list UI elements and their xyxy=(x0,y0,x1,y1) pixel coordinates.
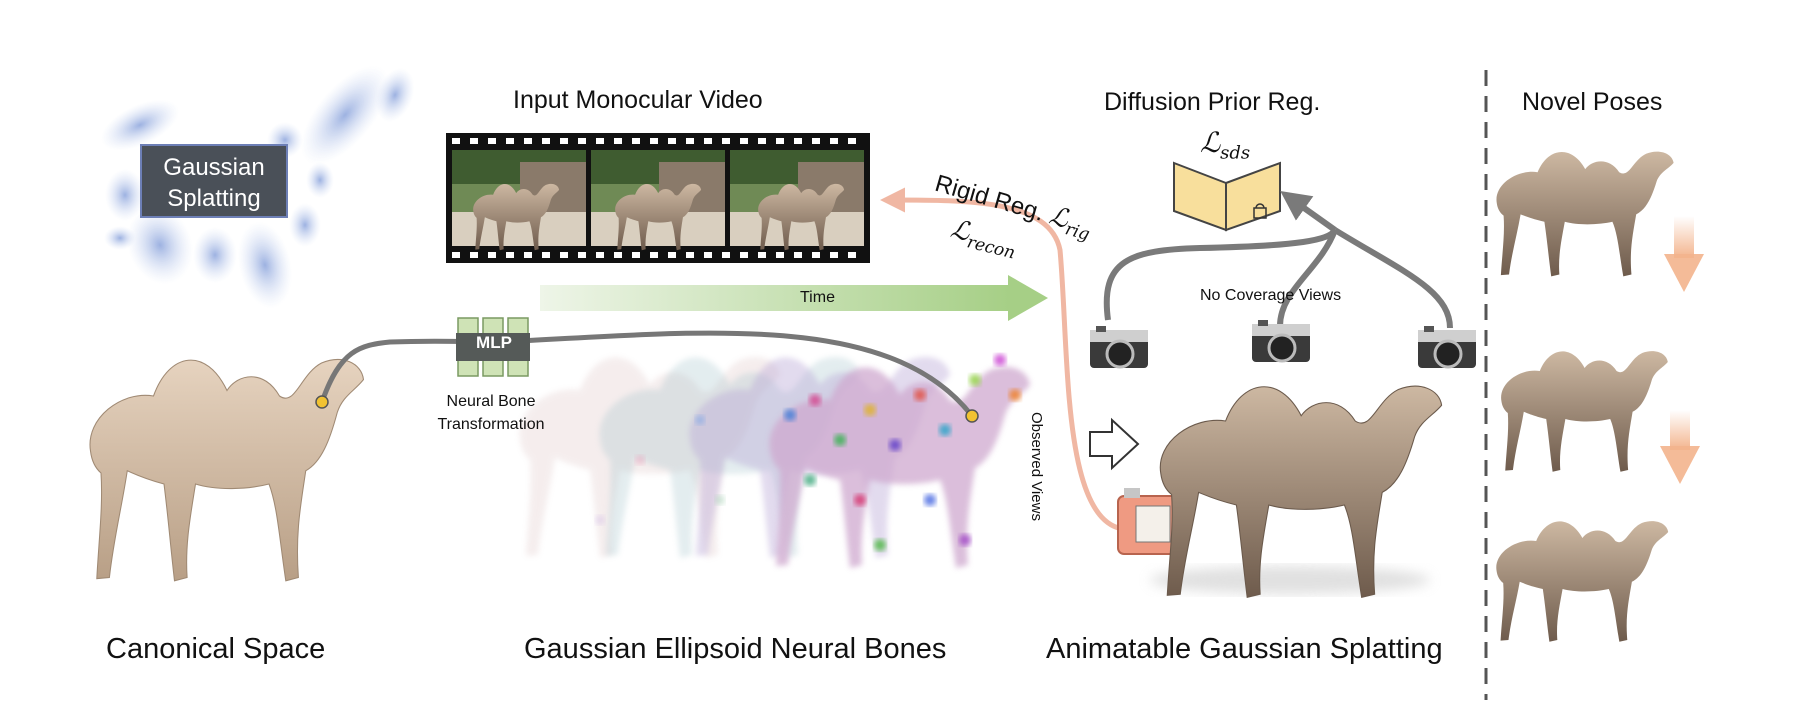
video-frame-3 xyxy=(730,150,864,251)
lock-icon xyxy=(1253,207,1267,219)
hollow-arrow-icon xyxy=(1089,417,1140,471)
deformed-point xyxy=(965,409,979,423)
film-sprockets xyxy=(452,138,856,258)
camera-icon xyxy=(1418,326,1476,369)
diffusion-title: Diffusion Prior Reg. xyxy=(1104,88,1321,116)
canonical-space-title: Canonical Space xyxy=(106,633,326,665)
gaussian-splatting-box: Gaussian Splatting xyxy=(140,144,288,218)
camera-icon xyxy=(1090,326,1148,369)
canonical-camel xyxy=(89,358,365,582)
gaussian-ellipsoids xyxy=(101,65,415,309)
time-arrow xyxy=(540,275,1048,321)
mlp-block xyxy=(456,317,530,377)
neural-bones-title: Gaussian Ellipsoid Neural Bones xyxy=(524,633,947,665)
film-strip xyxy=(446,133,870,263)
video-frame-2 xyxy=(591,150,725,251)
camera-icon xyxy=(1252,320,1310,363)
observed-views-label: Observed Views xyxy=(1028,412,1045,521)
bone-dots xyxy=(595,354,1021,551)
gaussian-line1: Gaussian xyxy=(163,154,265,181)
gaussian-line2: Splatting xyxy=(167,185,261,212)
animatable-camel xyxy=(1150,385,1443,598)
observed-camera-icon xyxy=(1117,488,1187,555)
recon-arrow xyxy=(880,187,1141,532)
mlp-label: MLP xyxy=(476,333,512,352)
neural-bone-label-1: Neural Bone xyxy=(446,393,536,410)
canonical-point xyxy=(315,395,329,409)
time-label: Time xyxy=(800,289,835,306)
animatable-title: Animatable Gaussian Splatting xyxy=(1046,633,1443,665)
novel-pose-camels xyxy=(1496,151,1704,642)
no-coverage-arrows xyxy=(1103,191,1453,329)
down-arrow-icon xyxy=(1664,216,1704,292)
no-coverage-label: No Coverage Views xyxy=(1200,287,1342,304)
video-frame-1 xyxy=(452,150,586,251)
neural-bone-label-2: Transformation xyxy=(437,416,545,433)
neural-bones-camels xyxy=(519,354,1030,568)
down-arrow-icon xyxy=(1660,410,1700,484)
video-title: Input Monocular Video xyxy=(513,86,763,114)
novel-poses-title: Novel Poses xyxy=(1522,88,1663,116)
diffusion-prior-icon xyxy=(1173,161,1281,232)
loss-sds: ℒsds xyxy=(1200,126,1251,164)
